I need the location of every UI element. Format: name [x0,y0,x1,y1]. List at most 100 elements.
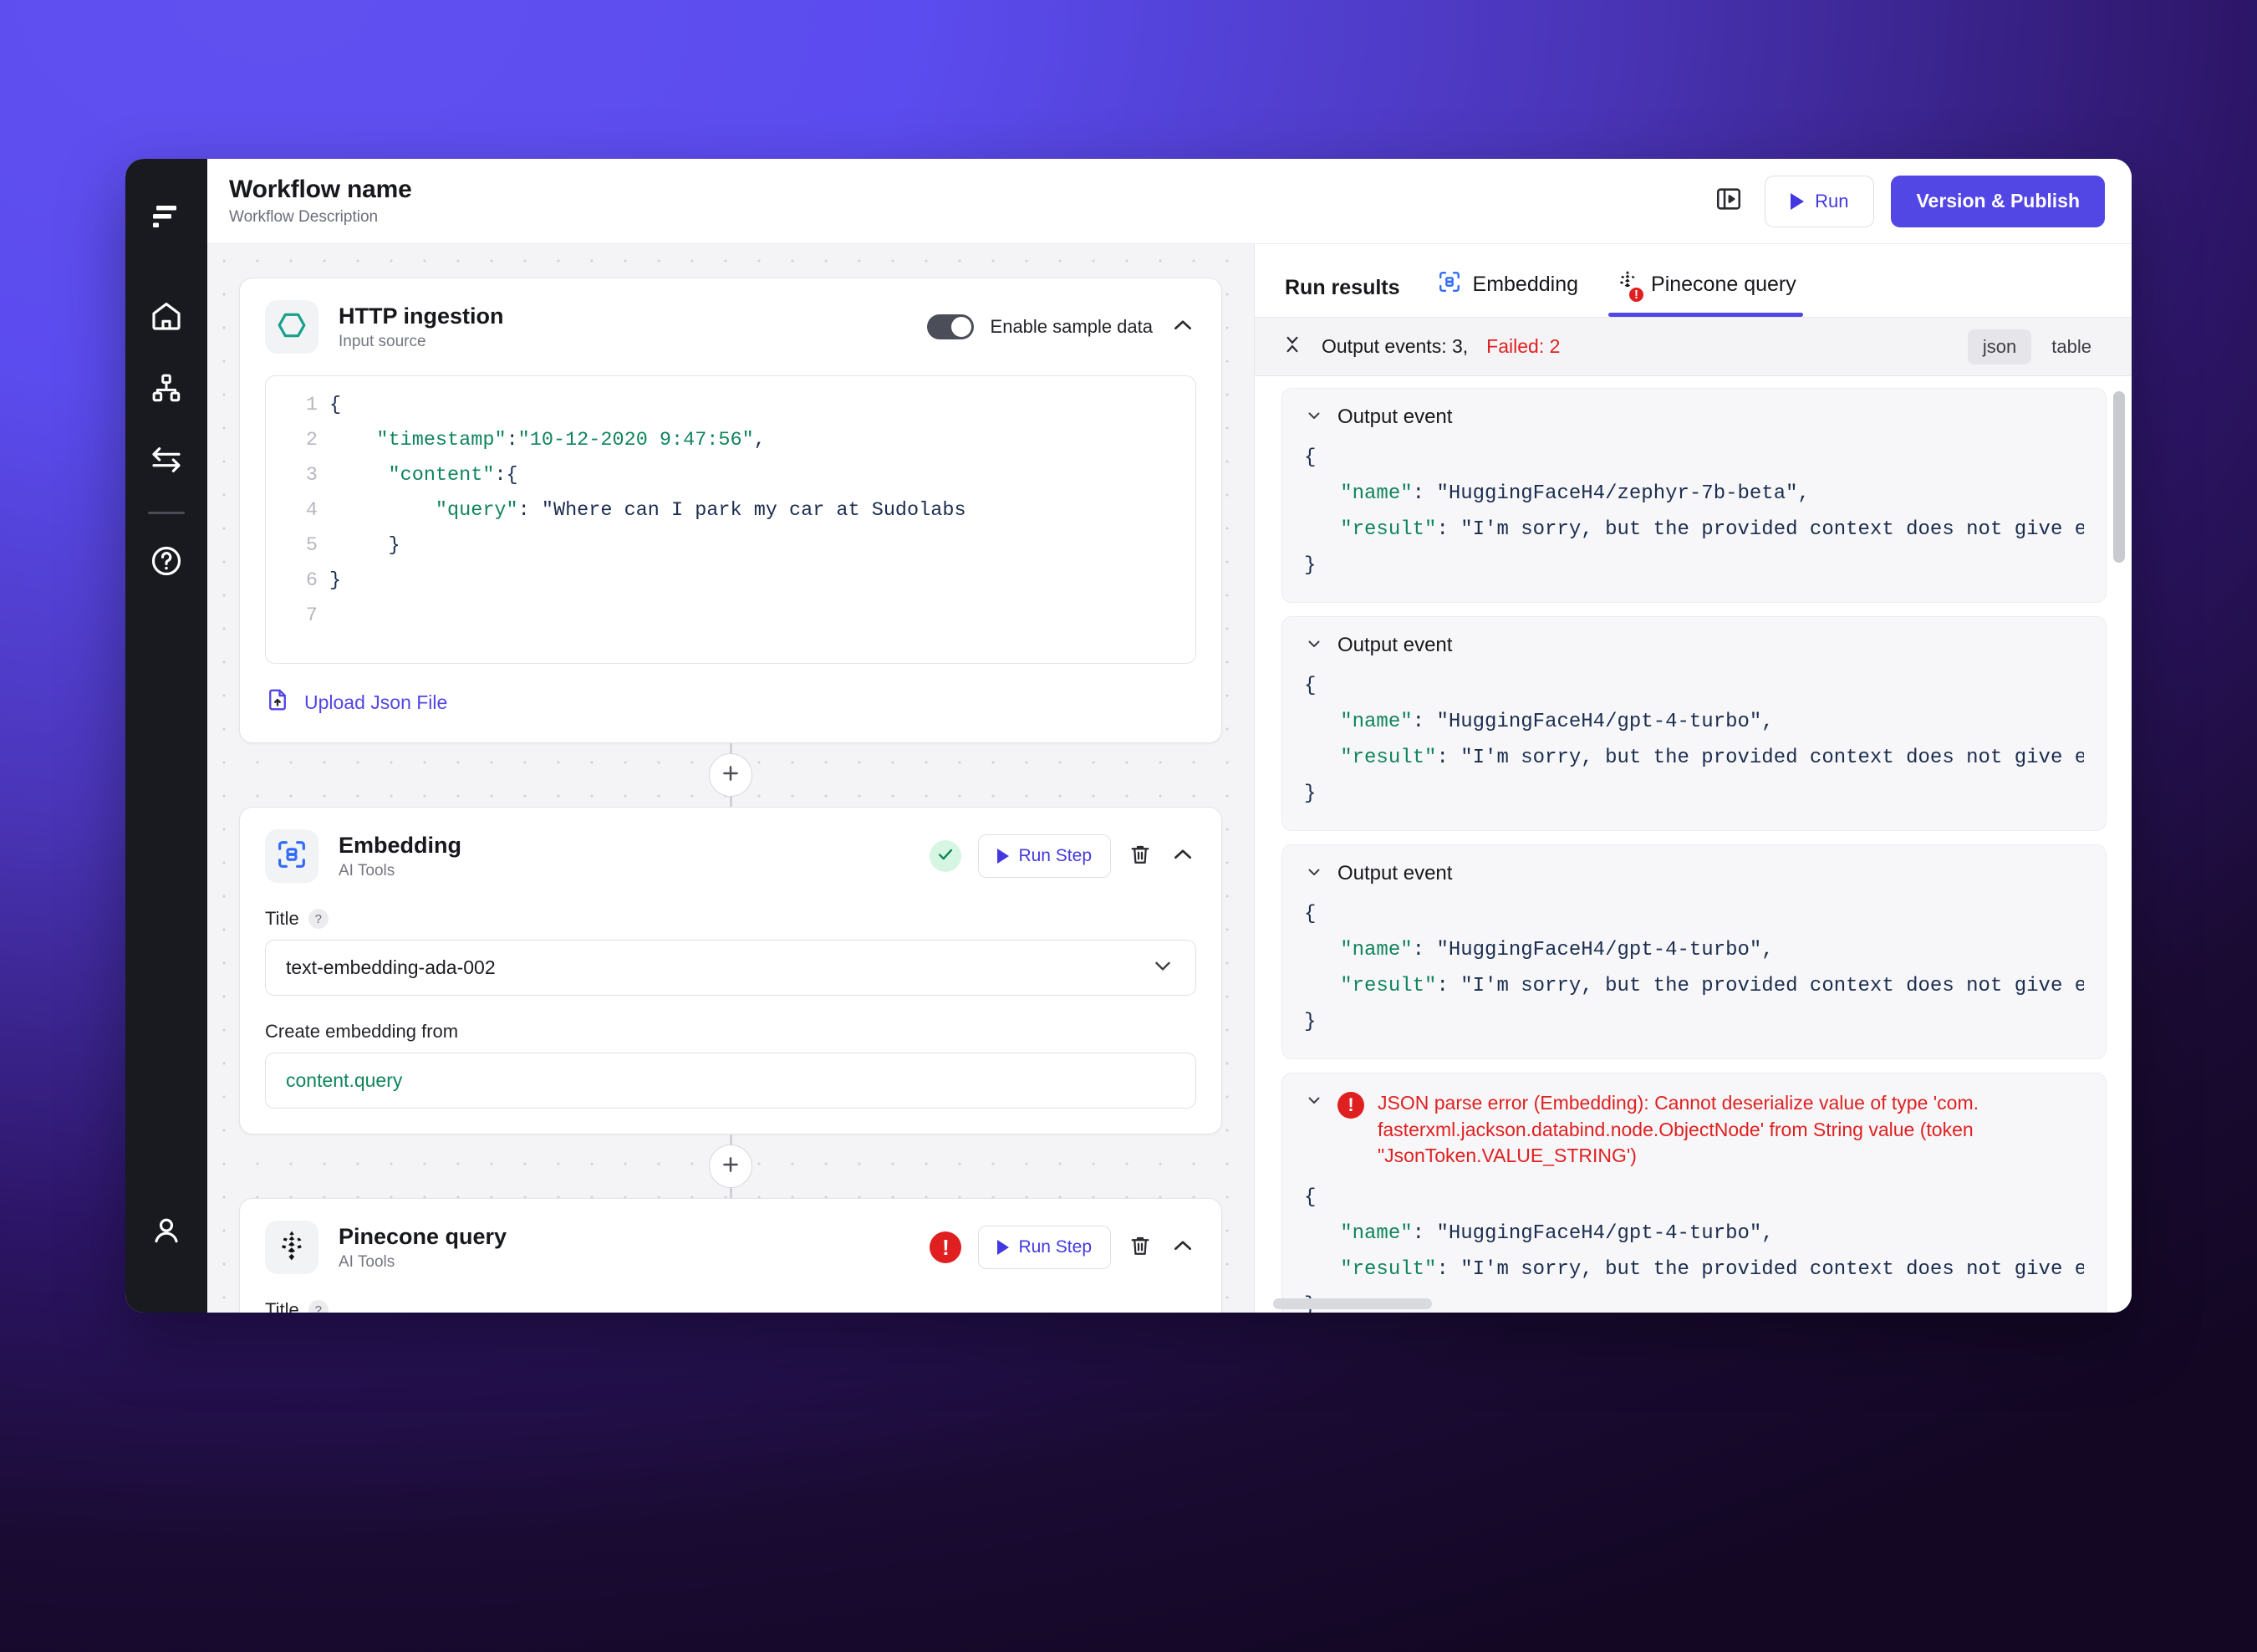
sample-data-editor[interactable]: 1 { 2 "timestamp":"10-12-2020 9:47:56", … [265,375,1196,664]
node-subtitle: AI Tools [339,861,395,880]
line-number: 2 [305,429,318,451]
upload-json-file-label: Upload Json File [304,691,448,713]
question-icon[interactable]: ? [308,909,329,929]
output-events-count: Output events: 3, [1322,335,1469,357]
node-header: Pinecone query AI Tools ! Run Step [265,1221,1196,1274]
error-event-card[interactable]: ! JSON parse error (Embedding): Cannot d… [1281,1073,2107,1313]
node-subtitle: AI Tools [339,1252,395,1271]
editor-line: 5 } [278,528,1195,563]
version-publish-button[interactable]: Version & Publish [1891,175,2105,227]
sidebar-divider [148,512,185,514]
question-icon[interactable]: ? [308,1300,329,1313]
tab-label: Embedding [1472,273,1579,296]
close-icon[interactable] [1281,334,1303,359]
app-window: Workflow name Workflow Description Ru [125,159,2132,1313]
panel-toggle-button[interactable] [1709,182,1748,221]
field-label-title: Title ? [265,908,1196,930]
chevron-down-icon[interactable] [1304,1090,1324,1114]
node-connector [239,743,1222,807]
label-text: Create embedding from [265,1021,459,1042]
line-code: "query": "Where can I park my car at Sud… [435,499,966,522]
node-embedding[interactable]: Embedding AI Tools [239,807,1222,1134]
chevron-up-icon[interactable] [1169,1232,1196,1263]
view-mode-json[interactable]: json [1967,329,2032,365]
editor-line: 4 "query": "Where can I park my car at S… [278,493,1195,528]
chevron-up-icon[interactable] [1169,841,1196,872]
input-value: content.query [286,1069,403,1091]
sidebar-item-help[interactable] [141,536,191,586]
plus-icon [720,762,741,788]
add-node-button-2[interactable] [709,1145,752,1188]
user-icon [150,1214,183,1247]
card-title: Output event [1337,862,1453,885]
card-header: Output event [1304,405,2084,430]
alert-icon: ! [1337,1092,1364,1119]
status-badge-success [930,840,962,872]
event-json: { "name": "HuggingFaceH4/zephyr-7b-beta"… [1304,446,2084,577]
line-code: "timestamp":"10-12-2020 9:47:56", [376,429,766,451]
sidebar-item-transfers[interactable] [141,435,191,485]
page-subtitle: Workflow Description [229,207,379,226]
embedding-model-select[interactable]: text-embedding-ada-002 [265,940,1196,996]
node-header: Embedding AI Tools [265,829,1196,883]
node-title: Embedding [339,833,461,859]
output-event-card[interactable]: Output event { "name": "HuggingFaceH4/gp… [1281,844,2107,1059]
output-event-card[interactable]: Output event { "name": "HuggingFaceH4/ze… [1281,388,2107,603]
horizontal-scrollbar[interactable] [1273,1298,1432,1309]
node-http-ingestion[interactable]: HTTP ingestion Input source Enable sampl… [239,278,1222,743]
node-icon-wrap [265,829,318,883]
workflow-canvas[interactable]: HTTP ingestion Input source Enable sampl… [207,244,1255,1313]
alert-icon: ! [1628,286,1646,303]
line-number: 5 [305,534,318,557]
run-step-button-embedding[interactable]: Run Step [978,834,1111,878]
tab-pinecone-query[interactable]: ! Pinecone query [1597,269,1815,317]
sidebar-item-home[interactable] [141,291,191,341]
error-message: JSON parse error (Embedding): Cannot des… [1378,1092,1979,1167]
enable-sample-data-toggle[interactable] [926,314,974,339]
field-label-connection: Title ? [265,1299,1196,1313]
sidebar-item-logo[interactable] [141,191,191,241]
editor-lines: 1 { 2 "timestamp":"10-12-2020 9:47:56", … [266,376,1195,634]
trash-icon[interactable] [1128,842,1153,871]
add-node-button-1[interactable] [709,753,752,797]
node-subtitle: Input source [339,332,426,350]
card-header: ! JSON parse error (Embedding): Cannot d… [1304,1090,2084,1170]
embedding-scan-icon [275,838,308,875]
line-number: 7 [305,604,318,627]
node-pinecone-query[interactable]: Pinecone query AI Tools ! Run Step [239,1198,1222,1313]
tab-embedding[interactable]: Embedding [1419,269,1597,317]
trash-icon[interactable] [1128,1233,1153,1262]
help-circle-icon [150,544,183,578]
node-text: Embedding AI Tools [339,832,461,880]
chevron-down-icon [1150,953,1175,983]
alert-icon: ! [942,1235,950,1260]
chevron-down-icon[interactable] [1304,634,1324,658]
play-icon [1791,192,1805,210]
results-list[interactable]: Output event { "name": "HuggingFaceH4/ze… [1255,376,2132,1313]
view-mode-switch: json table [1967,329,2107,365]
run-step-button-pinecone[interactable]: Run Step [978,1226,1111,1269]
results-panel-title: Run results [1285,276,1400,299]
run-button[interactable]: Run [1765,175,1875,227]
create-embedding-from-input[interactable]: content.query [265,1053,1196,1109]
card-header: Output event [1304,634,2084,658]
line-number: 1 [305,394,318,416]
sidebar-item-workflows[interactable] [141,363,191,413]
sidebar-item-account[interactable] [141,1206,191,1256]
chevron-up-icon[interactable] [1169,312,1196,343]
sitemap-icon [150,372,182,404]
field-label-create-embedding-from: Create embedding from [265,1021,1196,1043]
chevron-down-icon[interactable] [1304,862,1324,886]
vertical-scrollbar[interactable] [2113,391,2125,563]
hexagon-icon [275,308,308,346]
sidebar [125,159,207,1313]
topbar-actions: Run Version & Publish [1709,175,2105,227]
editor-line: 2 "timestamp":"10-12-2020 9:47:56", [278,423,1195,458]
file-upload-icon [265,687,290,717]
output-event-card[interactable]: Output event { "name": "HuggingFaceH4/gp… [1281,616,2107,831]
node-tools: Enable sample data [926,312,1196,343]
upload-json-file-button[interactable]: Upload Json File [265,687,1196,717]
view-mode-table[interactable]: table [2051,335,2091,357]
node-header: HTTP ingestion Input source Enable sampl… [265,300,1196,354]
chevron-down-icon[interactable] [1304,405,1324,430]
